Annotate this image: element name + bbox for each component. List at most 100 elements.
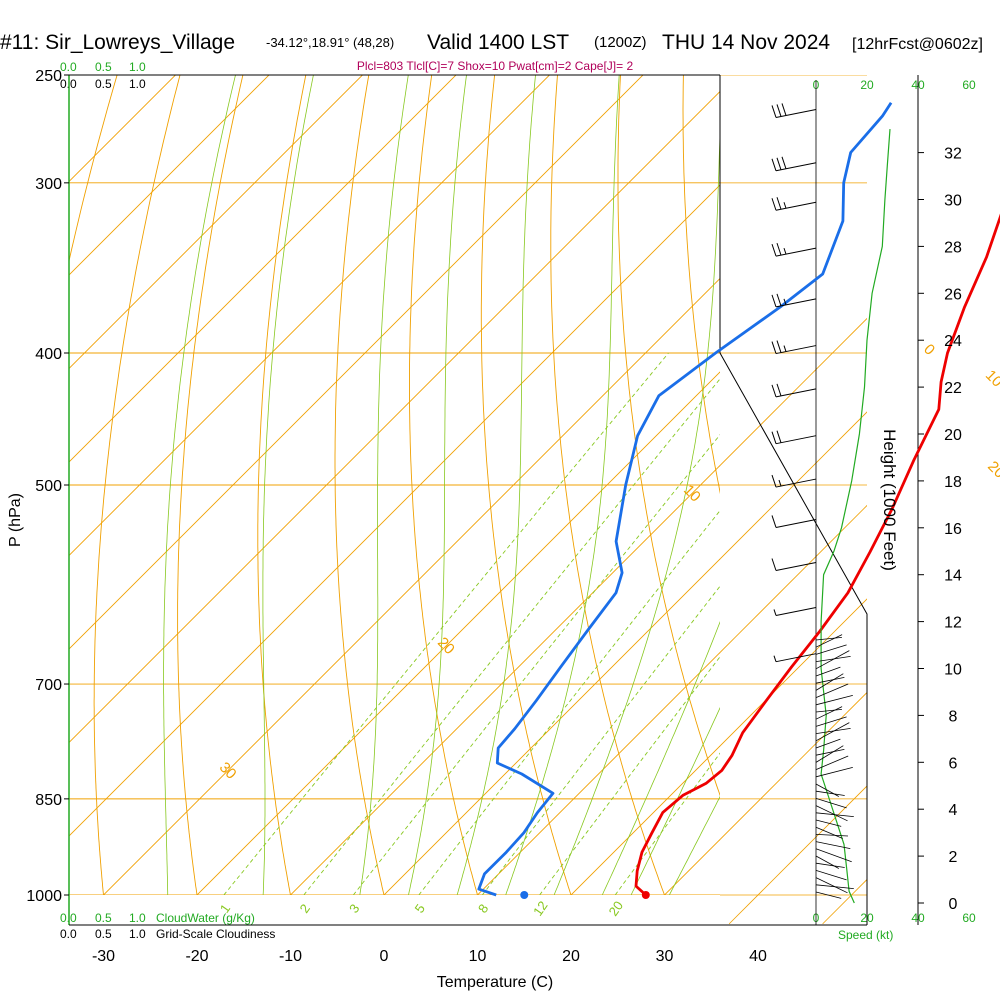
moist-adiabat [553, 123, 720, 895]
wind-barb-half-feather [783, 298, 787, 306]
surface-temperature-marker [641, 891, 650, 899]
mixing-ratio-line [418, 509, 720, 895]
wind-barb-feather [776, 430, 782, 443]
isotherm-line [289, 464, 720, 895]
isotherm-line [69, 75, 551, 557]
wind-speed-profile [820, 129, 891, 904]
isotherm-line [823, 0, 1000, 924]
low-level-barb [815, 738, 841, 749]
wind-barb-feather [781, 103, 787, 116]
height-tick-label: 14 [944, 568, 962, 585]
top-cw-tick: 0.5 [95, 60, 112, 74]
height-tick-label: 24 [944, 333, 962, 350]
height-tick-label: 0 [949, 896, 958, 913]
isotherm-line [69, 75, 270, 276]
isotherm-line [476, 651, 720, 895]
moist-adiabat [505, 75, 620, 895]
low-level-barb [815, 745, 844, 763]
dry-adiabat [807, 0, 1000, 924]
dry-adiabat [746, 0, 960, 924]
low-level-barb [815, 666, 841, 677]
speed-tick: 20 [860, 78, 874, 92]
isotherm-extension [916, 0, 1000, 924]
wind-barb-feather [776, 104, 782, 117]
low-level-barb [815, 812, 854, 817]
low-level-barb [815, 722, 850, 742]
height-tick-label: 8 [949, 708, 958, 725]
isotherm-line [69, 75, 177, 183]
isotherm-extension [720, 691, 867, 841]
low-level-barb [815, 884, 854, 889]
isotherm-line [69, 90, 720, 744]
axis-ticks: -30 -20 -10 0 10 20 30 402503004005007008501000… [26, 68, 962, 965]
mixing-ratio-line [352, 434, 720, 895]
top-cw-tick: 1.0 [129, 60, 146, 74]
wind-barb-feather [771, 243, 777, 257]
dewpoint-profile [477, 101, 893, 897]
x-tick-label: -30 [92, 948, 115, 965]
height-tick-label: 28 [944, 239, 962, 256]
bottom-cloudiness-scale: 0.0 0.5 1.0 Grid-Scale Cloudiness [60, 927, 275, 941]
top-cloud-tick: 1.0 [129, 77, 146, 91]
cloudiness-label: Grid-Scale Cloudiness [156, 927, 275, 941]
wind-barb-feather [771, 431, 777, 444]
isotherm-extension [720, 504, 867, 654]
speed-label: Speed (kt) [838, 928, 893, 942]
mixing-ratio-label: 3 [346, 901, 362, 916]
low-level-barb [815, 749, 845, 756]
cloudwater-label: CloudWater (g/Kg) [156, 911, 255, 925]
low-level-barb [815, 650, 850, 670]
low-level-barb [815, 870, 847, 881]
dry-adiabat [617, 75, 720, 797]
height-tick-label: 12 [944, 615, 962, 632]
wind-barb-half-feather [783, 345, 787, 352]
wind-barb-staff [775, 201, 817, 211]
bottom-speed-scale: 0 20 40 60 Speed (kt) [813, 911, 976, 942]
height-tick-label: 6 [949, 755, 958, 772]
height-axis-label: Height (1000 Feet) [880, 429, 899, 571]
wind-barb-feather [776, 242, 782, 256]
dry-adiabat [334, 75, 385, 895]
wind-barb-feather [771, 474, 777, 488]
low-level-barb [815, 767, 853, 778]
isotherm-line [69, 75, 644, 650]
mixing-ratio-line [481, 585, 720, 895]
pressure-tick-label: 1000 [26, 888, 62, 905]
pressure-tick-label: 400 [35, 346, 62, 363]
low-level-barb [815, 644, 847, 655]
valid-time: Valid 1400 LST [427, 31, 569, 54]
dry-adiabat [409, 75, 478, 895]
wind-barb-staff [775, 562, 817, 571]
temperature-profile [634, 213, 1000, 897]
low-level-barb [815, 798, 847, 809]
isotherm-extension [720, 411, 867, 560]
height-tick-label: 2 [949, 849, 958, 866]
moist-adiabat [163, 75, 236, 895]
low-level-barb [815, 634, 843, 648]
wind-barb-staff [775, 518, 817, 528]
low-level-barb [815, 841, 851, 849]
speed-tick: 60 [962, 78, 976, 92]
wind-barb-staff [775, 478, 817, 488]
dry-adiabat [550, 75, 665, 895]
wind-barb-half-feather [773, 655, 777, 662]
isotherm-label: 0 [920, 341, 938, 359]
wind-barb-feather [771, 294, 777, 308]
bot-cloud-tick: 0.0 [60, 927, 77, 941]
low-level-barb [815, 848, 852, 863]
dry-adiabat [257, 75, 307, 895]
low-level-barb [815, 790, 845, 796]
low-level-barb [815, 673, 844, 691]
low-level-barb [815, 709, 842, 713]
wind-barb-feather [771, 384, 777, 398]
wind-barb-staff [775, 345, 817, 355]
low-level-barb [815, 677, 845, 684]
bot-cloud-tick: 0.5 [95, 927, 112, 941]
x-tick-label: -20 [185, 948, 208, 965]
top-cloudiness-scale: 0.0 0.5 1.0 [60, 77, 146, 91]
low-level-barb [815, 826, 843, 839]
height-tick-label: 20 [944, 427, 962, 444]
wind-barb-half-feather [778, 479, 782, 487]
wind-barb-staff [775, 108, 817, 118]
height-tick-label: 16 [944, 521, 962, 538]
